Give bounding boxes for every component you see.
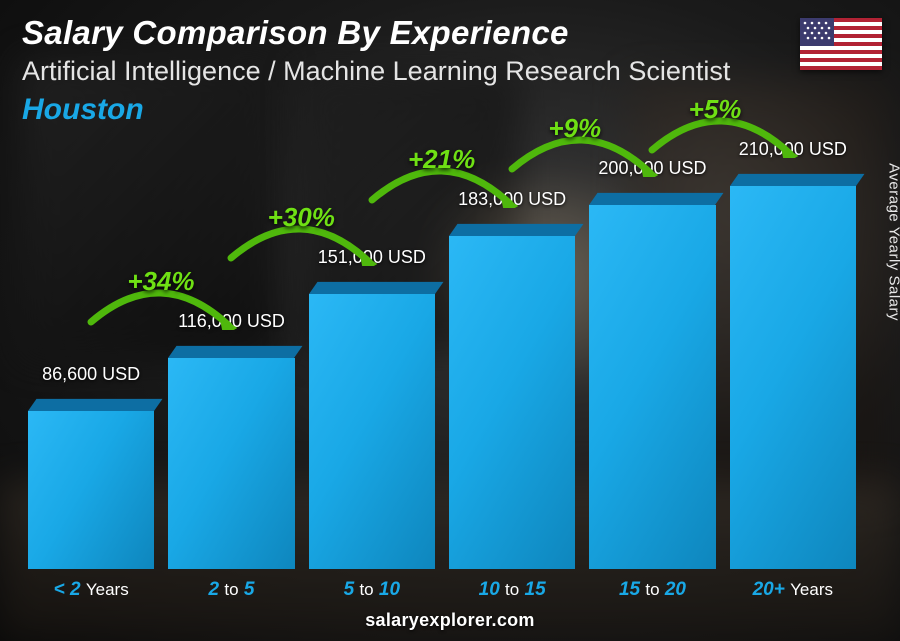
percent-increase-label: +30%: [268, 202, 335, 233]
bar-column: 200,000 USD15 to 20: [589, 150, 715, 569]
bar-top-face: [449, 224, 584, 236]
bar-value-label: 210,000 USD: [739, 139, 847, 160]
bar-value-label: 116,000 USD: [178, 311, 285, 332]
bar-column: 86,600 USD< 2 Years: [28, 150, 154, 569]
bar-value-label: 183,000 USD: [458, 189, 566, 210]
bar-front-face: [168, 358, 294, 569]
bar: [309, 294, 435, 569]
bar-front-face: [28, 411, 154, 569]
bar-top-face: [589, 193, 724, 205]
bar-value-label: 86,600 USD: [42, 364, 140, 385]
bar: [449, 236, 575, 569]
bar: [28, 411, 154, 569]
bar-front-face: [589, 205, 715, 569]
chart-location: Houston: [22, 93, 880, 127]
footer-attribution: salaryexplorer.com: [0, 610, 900, 631]
category-label: 15 to 20: [589, 579, 715, 601]
category-label: 2 to 5: [168, 579, 294, 601]
infographic-stage: Salary Comparison By Experience Artifici…: [0, 0, 900, 641]
bar-value-label: 151,000 USD: [318, 247, 426, 268]
chart-subtitle: Artificial Intelligence / Machine Learni…: [22, 56, 880, 87]
bar-value-label: 200,000 USD: [598, 158, 706, 179]
bar: [168, 358, 294, 569]
percent-increase-label: +34%: [127, 266, 194, 297]
bar-top-face: [309, 282, 444, 294]
bar-column: 183,000 USD10 to 15: [449, 150, 575, 569]
y-axis-label: Average Yearly Salary: [886, 163, 900, 321]
bar: [589, 205, 715, 569]
bar-top-face: [168, 346, 303, 358]
category-label: 20+ Years: [730, 579, 856, 601]
bar-front-face: [309, 294, 435, 569]
bar-chart: 86,600 USD< 2 Years116,000 USD2 to 5151,…: [28, 150, 856, 569]
percent-increase-label: +21%: [408, 144, 475, 175]
bar-front-face: [730, 186, 856, 569]
us-flag-icon: [800, 18, 882, 70]
bar-column: 210,000 USD20+ Years: [730, 150, 856, 569]
category-label: < 2 Years: [28, 579, 154, 601]
category-label: 10 to 15: [449, 579, 575, 601]
percent-increase-label: +5%: [689, 94, 742, 125]
title-block: Salary Comparison By Experience Artifici…: [22, 14, 880, 127]
bar: [730, 186, 856, 569]
percent-increase-label: +9%: [548, 113, 601, 144]
chart-title: Salary Comparison By Experience: [22, 14, 880, 52]
bar-top-face: [28, 399, 163, 411]
bar-front-face: [449, 236, 575, 569]
category-label: 5 to 10: [309, 579, 435, 601]
bar-top-face: [730, 174, 865, 186]
